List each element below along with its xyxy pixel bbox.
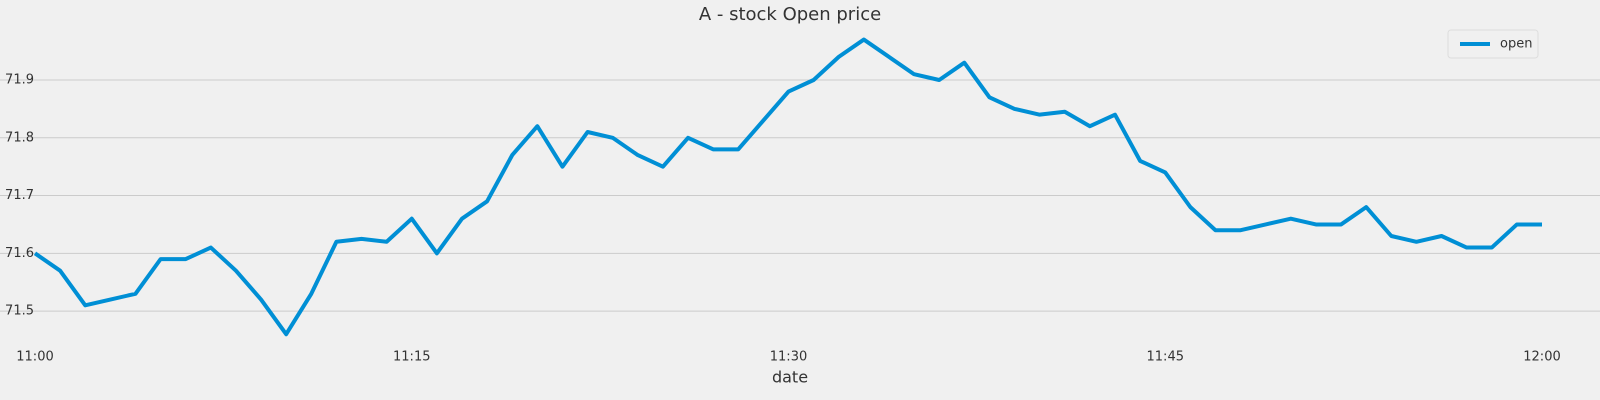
legend-box [1447,29,1539,59]
chart-title: A - stock Open price [699,4,881,25]
legend: open [1447,29,1539,59]
x-tick-label: 12:00 [1523,350,1560,365]
x-axis-label: date [772,368,808,387]
x-tick-label: 11:45 [1147,350,1184,365]
y-tick-label: 71.9 [5,73,34,88]
legend-label: open [1500,37,1532,52]
x-tick-label: 11:15 [393,350,430,365]
x-tick-label: 11:30 [770,350,807,365]
y-tick-label: 71.5 [5,304,34,319]
data-line [33,37,1542,337]
y-tick-label: 71.7 [5,188,34,203]
y-tick-label: 71.6 [5,246,34,261]
x-tick-label: 11:00 [16,350,53,365]
y-tick-label: 71.8 [5,130,34,145]
